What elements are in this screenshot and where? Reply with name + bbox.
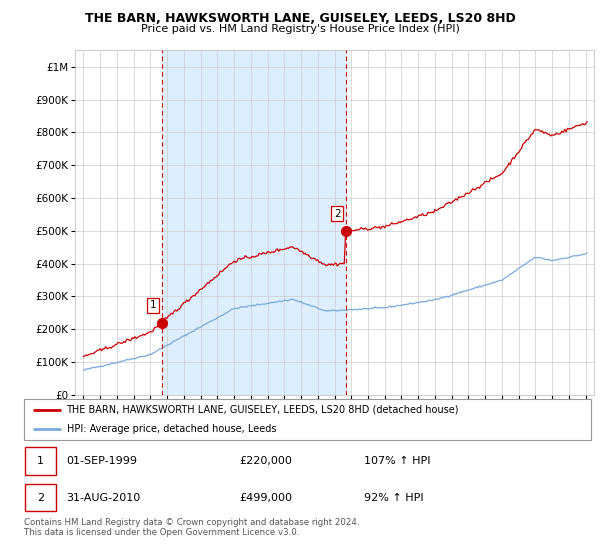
FancyBboxPatch shape xyxy=(24,399,591,440)
Text: HPI: Average price, detached house, Leeds: HPI: Average price, detached house, Leed… xyxy=(67,424,276,434)
Text: 1: 1 xyxy=(37,456,44,466)
Text: THE BARN, HAWKSWORTH LANE, GUISELEY, LEEDS, LS20 8HD (detached house): THE BARN, HAWKSWORTH LANE, GUISELEY, LEE… xyxy=(67,405,459,415)
Text: £220,000: £220,000 xyxy=(239,456,292,466)
Text: Price paid vs. HM Land Registry's House Price Index (HPI): Price paid vs. HM Land Registry's House … xyxy=(140,24,460,34)
Bar xyxy=(161,50,346,395)
Text: 107% ↑ HPI: 107% ↑ HPI xyxy=(364,456,431,466)
FancyBboxPatch shape xyxy=(25,447,56,474)
Text: THE BARN, HAWKSWORTH LANE, GUISELEY, LEEDS, LS20 8HD: THE BARN, HAWKSWORTH LANE, GUISELEY, LEE… xyxy=(85,12,515,25)
Text: 92% ↑ HPI: 92% ↑ HPI xyxy=(364,493,424,503)
FancyBboxPatch shape xyxy=(25,484,56,511)
Text: 01-SEP-1999: 01-SEP-1999 xyxy=(67,456,137,466)
Text: 31-AUG-2010: 31-AUG-2010 xyxy=(67,493,141,503)
Text: 2: 2 xyxy=(37,493,44,503)
Text: £499,000: £499,000 xyxy=(239,493,292,503)
Text: 1: 1 xyxy=(150,300,157,310)
Text: Contains HM Land Registry data © Crown copyright and database right 2024.
This d: Contains HM Land Registry data © Crown c… xyxy=(24,518,359,538)
Text: 2: 2 xyxy=(334,209,341,218)
